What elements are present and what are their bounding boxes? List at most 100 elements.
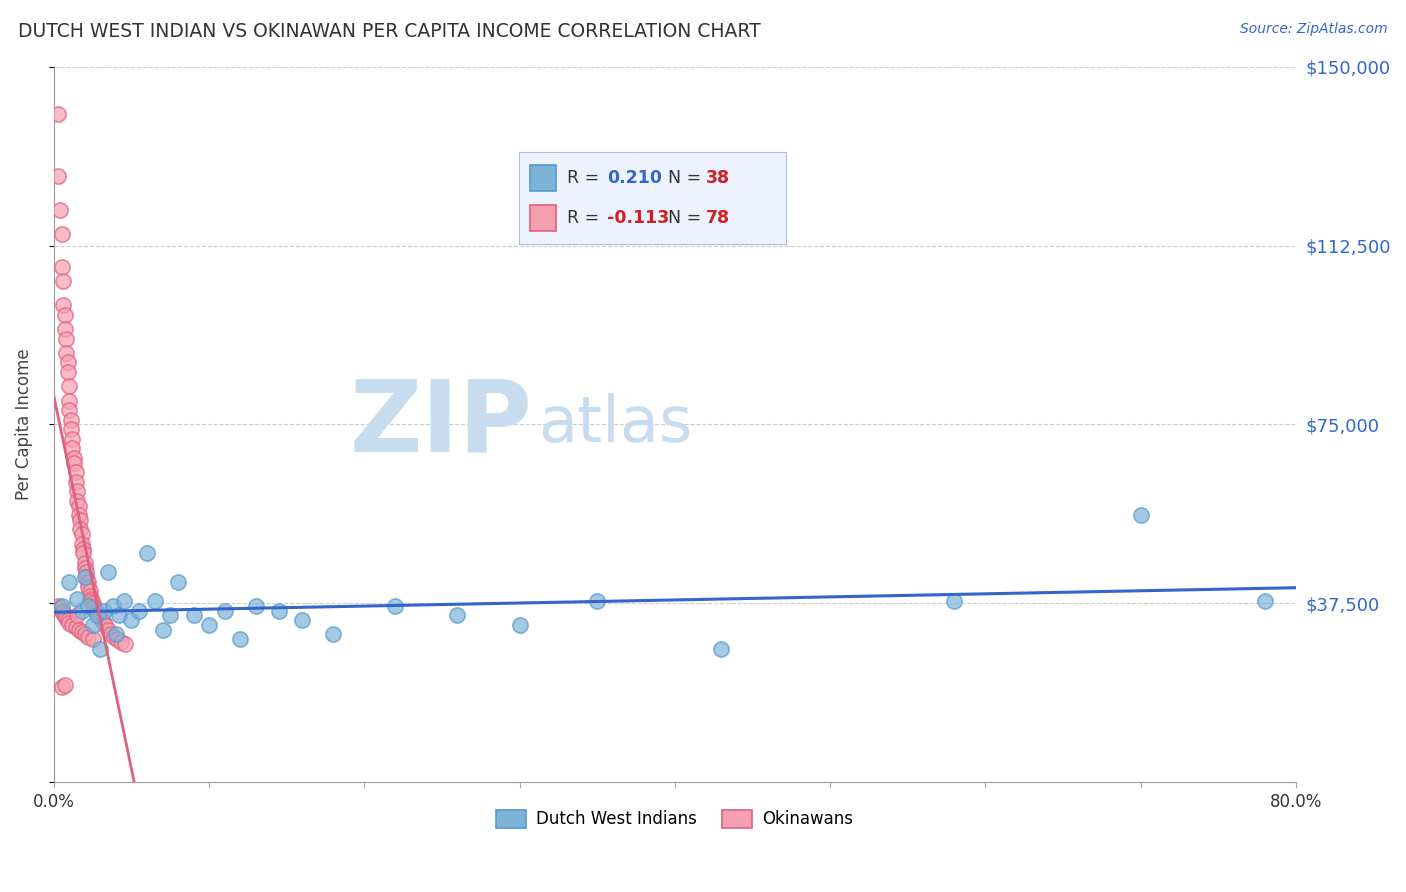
Legend: Dutch West Indians, Okinawans: Dutch West Indians, Okinawans <box>489 803 860 835</box>
Text: R =: R = <box>567 210 605 227</box>
Point <box>75 570 97 584</box>
Point <box>89 641 111 656</box>
Point <box>53 677 76 691</box>
Point <box>49 601 72 615</box>
Point <box>107 632 129 647</box>
Text: DUTCH WEST INDIAN VS OKINAWAN PER CAPITA INCOME CORRELATION CHART: DUTCH WEST INDIAN VS OKINAWAN PER CAPITA… <box>18 22 761 41</box>
Text: 38: 38 <box>706 169 730 186</box>
Point <box>65 620 87 634</box>
Text: atlas: atlas <box>538 393 693 456</box>
Point <box>67 508 90 523</box>
Point <box>48 107 70 121</box>
Point <box>59 413 82 427</box>
Point <box>110 634 132 648</box>
Point <box>143 594 166 608</box>
Point <box>120 613 142 627</box>
Point <box>80 591 103 606</box>
Point <box>65 465 87 479</box>
Point <box>55 332 77 346</box>
Point <box>152 623 174 637</box>
Point <box>69 513 91 527</box>
Point <box>586 594 609 608</box>
Point <box>65 475 87 489</box>
Point <box>73 560 96 574</box>
Point <box>183 608 205 623</box>
Point <box>58 379 80 393</box>
Point <box>97 623 120 637</box>
Point <box>73 570 96 584</box>
Point <box>128 603 150 617</box>
Point <box>56 613 79 627</box>
Point <box>245 599 267 613</box>
Point <box>136 546 159 560</box>
Point <box>82 596 104 610</box>
Point <box>89 611 111 625</box>
Point <box>94 618 117 632</box>
Y-axis label: Per Capita Income: Per Capita Income <box>15 349 32 500</box>
Point <box>59 422 82 436</box>
Point <box>77 599 100 613</box>
Point <box>53 608 76 623</box>
Point <box>82 618 104 632</box>
Point <box>159 608 181 623</box>
Point <box>51 603 73 617</box>
Text: 0.210: 0.210 <box>607 169 662 186</box>
Point <box>55 611 77 625</box>
Point <box>62 432 84 446</box>
Point <box>48 599 70 613</box>
Point <box>58 393 80 408</box>
Point <box>267 603 290 617</box>
Point <box>52 606 75 620</box>
Point <box>66 591 89 606</box>
Point <box>84 603 107 617</box>
Point <box>93 615 115 630</box>
Point <box>77 580 100 594</box>
Point <box>291 613 314 627</box>
Point <box>77 574 100 589</box>
Point <box>710 641 733 656</box>
Text: -0.113: -0.113 <box>607 210 669 227</box>
Point <box>322 627 344 641</box>
Point <box>63 450 86 465</box>
Point <box>384 599 406 613</box>
Point <box>52 298 75 312</box>
Point <box>70 603 93 617</box>
Point <box>58 615 80 630</box>
Point <box>87 608 110 623</box>
Point <box>49 202 72 217</box>
Point <box>75 566 97 580</box>
Point <box>67 499 90 513</box>
Point <box>52 274 75 288</box>
Point <box>51 227 73 241</box>
Point <box>58 403 80 417</box>
Point <box>103 630 125 644</box>
Point <box>73 556 96 570</box>
Point <box>80 594 103 608</box>
Point <box>62 442 84 456</box>
Point <box>51 680 73 694</box>
Point <box>70 625 93 640</box>
Point <box>943 594 966 608</box>
Point <box>66 493 89 508</box>
Point <box>77 630 100 644</box>
Point <box>72 546 94 560</box>
Point <box>100 627 122 641</box>
Point <box>1254 594 1277 608</box>
Point <box>1129 508 1152 523</box>
Point <box>214 603 236 617</box>
Point <box>66 484 89 499</box>
Point <box>55 346 77 360</box>
Point <box>62 618 84 632</box>
Point <box>58 574 80 589</box>
Text: R =: R = <box>567 169 605 186</box>
Text: N =: N = <box>668 210 707 227</box>
Point <box>79 589 101 603</box>
Point <box>229 632 252 647</box>
Point <box>97 566 120 580</box>
Point <box>69 523 91 537</box>
Point <box>104 627 127 641</box>
Point <box>56 355 79 369</box>
Point <box>82 632 104 647</box>
Point <box>83 601 105 615</box>
Point <box>112 594 135 608</box>
